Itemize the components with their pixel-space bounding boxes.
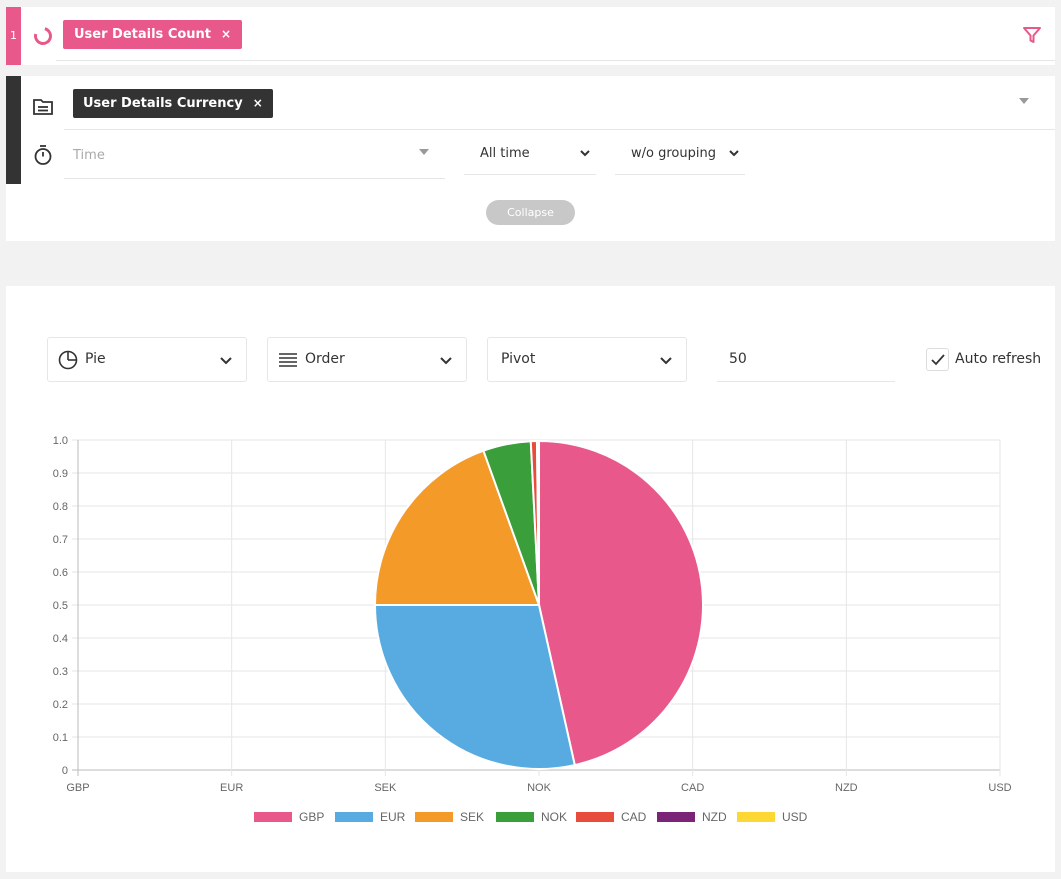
x-tick-label: USD <box>988 782 1011 794</box>
date-range-select[interactable]: All time <box>464 134 596 175</box>
pie-slice-sek <box>373 449 541 606</box>
time-placeholder: Time <box>73 148 105 163</box>
auto-refresh-checkbox[interactable] <box>926 348 949 371</box>
legend-swatch-sek <box>415 812 453 822</box>
legend-swatch-nzd <box>657 812 695 822</box>
legend-label-nzd: NZD <box>702 810 727 824</box>
order-label: Order <box>305 351 345 367</box>
chart-canvas: 0 0.1 0.2 0.3 0.4 0.5 0.6 0.7 0.8 0.9 1.0 GBP EUR SE… <box>53 435 1012 824</box>
metric-chip-count[interactable]: User Details Count × <box>63 20 243 49</box>
query-marker <box>6 76 21 184</box>
y-tick-label: 0.7 <box>53 534 68 546</box>
y-tick-label: 0.2 <box>53 699 68 711</box>
y-tick-label: 0 <box>62 765 68 777</box>
chart-panel: 0 0.1 0.2 0.3 0.4 0.5 0.6 0.7 0.8 0.9 1.0 GBP EUR SE… <box>6 286 1055 872</box>
legend-swatch-cad <box>576 812 614 822</box>
x-axis: GBP EUR SEK NOK CAD NZD USD <box>66 782 1011 794</box>
legend-label-usd: USD <box>782 810 808 824</box>
divider <box>64 129 1055 130</box>
chart-type-select[interactable]: Pie <box>47 337 247 382</box>
pie-chart-icon <box>58 350 78 370</box>
legend: GBP EUR SEK NOK CAD NZD USD <box>254 810 808 824</box>
chevron-down-icon <box>440 357 452 365</box>
dimension-chip-currency[interactable]: User Details Currency × <box>73 89 273 118</box>
remove-chip-icon[interactable]: × <box>252 96 263 110</box>
metric-chip-label: User Details Count <box>74 27 212 42</box>
legend-label-gbp: GBP <box>299 810 324 824</box>
y-tick-label: 0.1 <box>53 732 68 744</box>
chevron-down-icon <box>220 357 232 365</box>
pie-slice-eur <box>373 604 576 770</box>
auto-refresh-label: Auto refresh <box>955 351 1042 367</box>
order-select[interactable]: Order <box>267 337 467 382</box>
legend-swatch-gbp <box>254 812 292 822</box>
y-tick-label: 0.8 <box>53 501 68 513</box>
checkmark-icon <box>931 354 945 366</box>
x-tick-label: GBP <box>66 782 89 794</box>
legend-label-eur: EUR <box>380 810 406 824</box>
query-index: 1 <box>6 7 21 65</box>
y-tick-label: 0.3 <box>53 666 68 678</box>
caret-down-icon <box>419 149 429 155</box>
collapse-button[interactable]: Collapse <box>486 200 575 225</box>
loading-ring-icon <box>30 23 56 49</box>
chevron-down-icon <box>580 150 590 157</box>
x-tick-label: NOK <box>527 782 552 794</box>
granularity-value: w/o grouping <box>631 146 716 161</box>
pivot-select[interactable]: Pivot <box>487 337 687 382</box>
divider <box>56 60 1055 61</box>
y-tick-label: 0.4 <box>53 633 68 645</box>
x-tick-label: CAD <box>681 782 704 794</box>
y-tick-label: 0.9 <box>53 468 68 480</box>
granularity-select[interactable]: w/o grouping <box>615 134 745 175</box>
pie-slice-gbp <box>538 439 704 767</box>
pivot-label: Pivot <box>501 351 536 367</box>
y-tick-label: 1.0 <box>53 435 68 447</box>
x-tick-label: NZD <box>835 782 858 794</box>
legend-swatch-nok <box>496 812 534 822</box>
chevron-down-icon <box>660 357 672 365</box>
legend-swatch-eur <box>335 812 373 822</box>
limit-input[interactable]: 50 <box>717 337 895 382</box>
y-tick-label: 0.5 <box>53 600 68 612</box>
pie <box>373 439 704 770</box>
dimension-dropdown-caret-icon[interactable] <box>1019 98 1029 104</box>
legend-swatch-usd <box>737 812 775 822</box>
pie-slice-nzd <box>535 439 540 606</box>
time-dimension-select[interactable]: Time <box>64 134 445 179</box>
x-tick-label: EUR <box>220 782 243 794</box>
timer-icon <box>34 145 52 165</box>
date-range-value: All time <box>480 146 530 161</box>
dimension-chip-label: User Details Currency <box>83 96 243 111</box>
chevron-down-icon <box>729 150 739 157</box>
y-axis: 0 0.1 0.2 0.3 0.4 0.5 0.6 0.7 0.8 0.9 1.0 <box>53 435 68 777</box>
legend-label-cad: CAD <box>621 810 647 824</box>
limit-value: 50 <box>729 351 747 367</box>
legend-label-sek: SEK <box>460 810 484 824</box>
query-row-count: 1 User Details Count × <box>6 7 1055 65</box>
chart-type-value: Pie <box>85 351 106 367</box>
remove-chip-icon[interactable]: × <box>221 27 232 41</box>
y-tick-label: 0.6 <box>53 567 68 579</box>
legend-label-nok: NOK <box>541 810 567 824</box>
query-row-currency: User Details Currency × Time All time w/o… <box>6 76 1055 241</box>
order-lines-icon <box>279 353 297 367</box>
filter-icon[interactable] <box>1022 25 1042 45</box>
x-tick-label: SEK <box>374 782 397 794</box>
document-icon <box>33 99 53 115</box>
